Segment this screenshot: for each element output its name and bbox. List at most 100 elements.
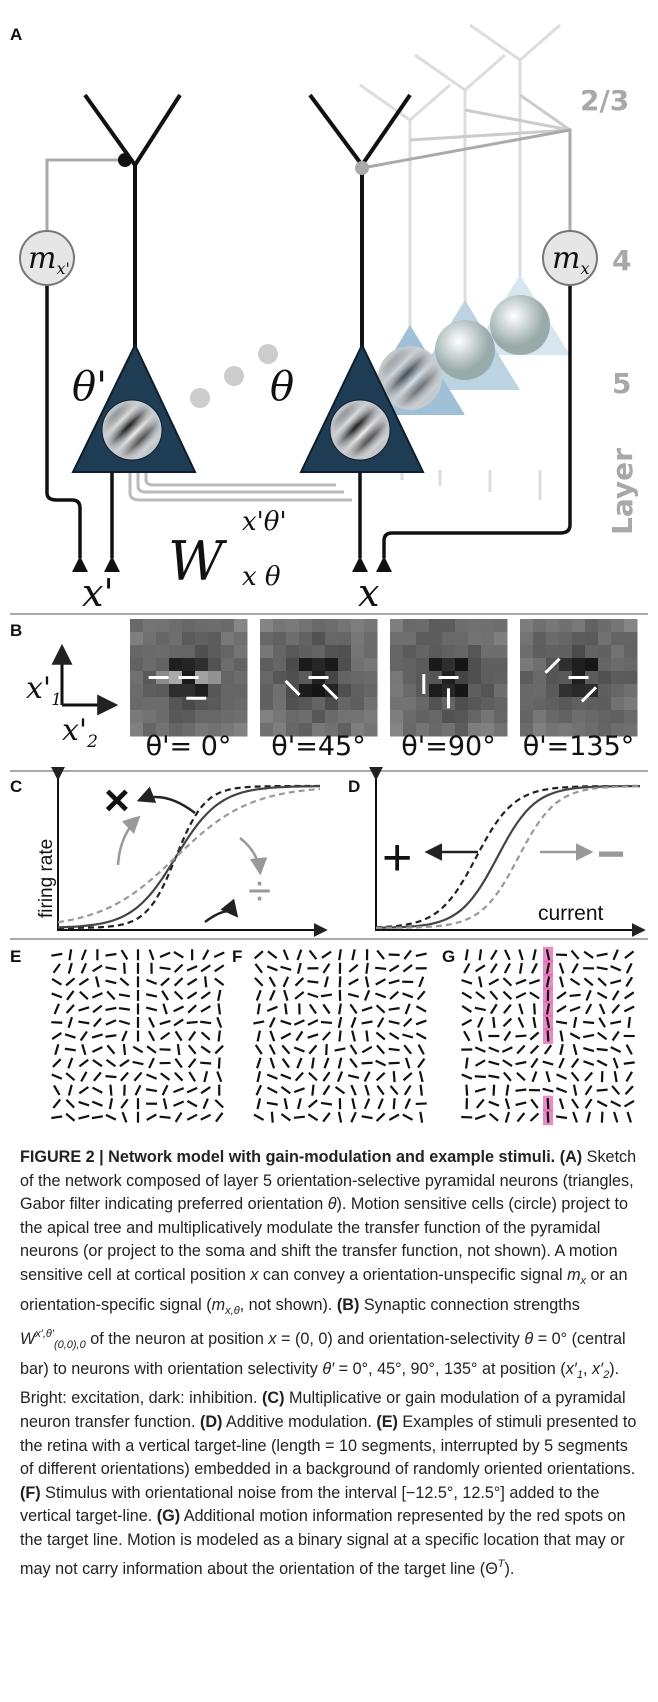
map-pixel [195, 710, 209, 724]
segment [67, 1005, 74, 1013]
segment [599, 1018, 605, 1027]
segment [350, 1059, 357, 1068]
map-pixel [442, 710, 456, 724]
map-pixel [546, 710, 560, 724]
segment [533, 1017, 535, 1028]
weight-base: W [168, 530, 228, 593]
segment [326, 1044, 327, 1055]
map-pixel [442, 645, 456, 659]
map-pixel [338, 684, 352, 698]
segment [54, 964, 60, 973]
segment [420, 1112, 422, 1123]
map-pixel [169, 645, 183, 659]
map-pixel [195, 658, 209, 672]
segment [624, 1101, 633, 1107]
map-pixel [234, 671, 248, 685]
segment [51, 1116, 62, 1118]
segment [258, 1003, 260, 1014]
segment [612, 1005, 619, 1013]
angle-label: θ'=45° [271, 731, 365, 762]
segment [583, 1035, 594, 1037]
segment [475, 1047, 485, 1051]
map-pixel [598, 710, 612, 724]
segment [187, 1022, 198, 1023]
segment [507, 1085, 509, 1096]
map-pixel [429, 697, 443, 711]
segment [149, 1031, 154, 1041]
map-pixel [208, 684, 222, 698]
segment [200, 1022, 211, 1023]
map-pixel [442, 619, 456, 633]
segment [94, 1072, 101, 1080]
map-pixel [455, 645, 469, 659]
segment [570, 995, 581, 996]
map-pixel [598, 619, 612, 633]
segment [597, 1061, 607, 1066]
segment [626, 1086, 633, 1094]
map-pixel [520, 632, 534, 646]
caption-run: can convey a orientation-unspecific sign… [258, 1266, 567, 1284]
segment [270, 990, 274, 1000]
cell-sub: x [580, 259, 589, 278]
segment [586, 1086, 592, 1095]
plus-symbol: + [382, 829, 412, 887]
panel-label: A [10, 25, 22, 44]
map-pixel [442, 632, 456, 646]
segment [147, 1115, 157, 1120]
segment [573, 1112, 577, 1122]
segment [626, 977, 632, 986]
segment [312, 1058, 314, 1069]
segment [597, 954, 608, 956]
caption-run: x′,θ′ [35, 1328, 54, 1340]
segment [518, 1113, 525, 1122]
segment [175, 1059, 181, 1068]
map-pixel [234, 619, 248, 633]
panel-label: B [10, 621, 22, 640]
segment [421, 1085, 422, 1096]
map-pixel [390, 619, 404, 633]
segment [298, 950, 302, 960]
caption-run: θ′ [322, 1360, 334, 1378]
segment [107, 991, 114, 999]
map-pixel [533, 684, 547, 698]
neuron-left [73, 95, 195, 472]
caption-run: (G) [157, 1507, 180, 1525]
segment [52, 1074, 62, 1078]
segment [597, 1049, 608, 1050]
map-pixel [520, 671, 534, 685]
map-pixel [468, 619, 482, 633]
segment [105, 1076, 116, 1077]
map-pixel [299, 710, 313, 724]
segment [82, 1044, 85, 1055]
dots [190, 344, 278, 408]
segment [560, 1098, 563, 1109]
segment [598, 1033, 607, 1040]
map-pixel [221, 632, 235, 646]
map-pixel [130, 645, 144, 659]
map-pixel [520, 710, 534, 724]
segment [93, 1006, 102, 1013]
caption-run: , not shown). [240, 1296, 337, 1314]
segment [416, 1006, 426, 1011]
segment [256, 1045, 262, 1054]
segment [610, 1021, 621, 1023]
segment [122, 1031, 126, 1041]
map-pixel [611, 619, 625, 633]
segment [574, 1044, 577, 1055]
segment [106, 1008, 117, 1010]
segment [530, 1032, 538, 1039]
segment [394, 1098, 395, 1109]
segment [584, 978, 592, 985]
segment [491, 1004, 497, 1013]
panel-label: C [10, 777, 22, 796]
segment [92, 1034, 103, 1037]
segment [284, 950, 288, 960]
map-pixel [390, 658, 404, 672]
segment [219, 1031, 220, 1042]
map-pixel [182, 710, 196, 724]
segment [420, 1071, 423, 1082]
segment [69, 949, 71, 960]
segment [365, 1085, 368, 1096]
panel-label: G [442, 947, 455, 966]
segment [462, 980, 472, 983]
